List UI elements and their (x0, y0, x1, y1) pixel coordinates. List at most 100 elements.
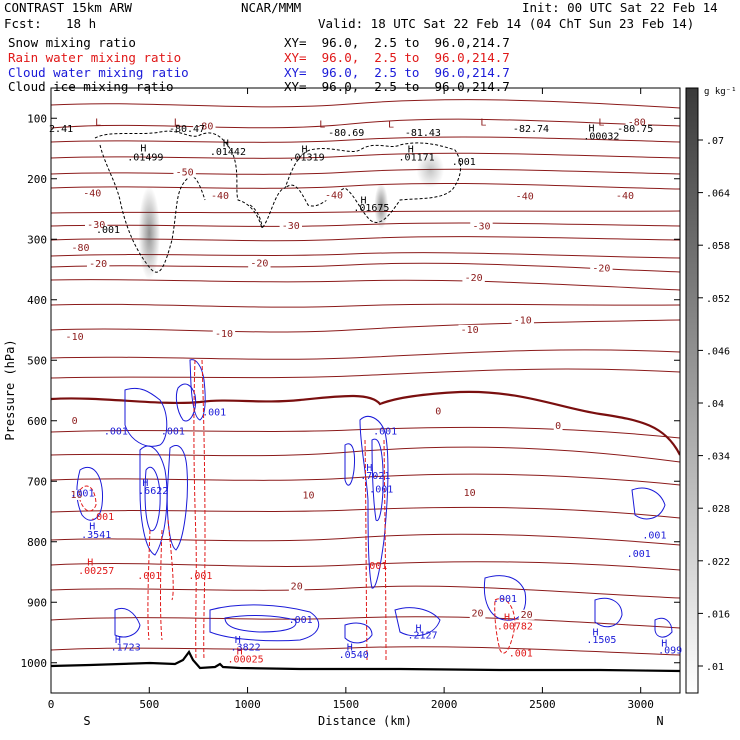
colorbar-tick-label-9: .016 (706, 609, 730, 620)
isotherm-label-bg-5 (208, 191, 232, 202)
y-tick-label-6: 700 (27, 475, 47, 488)
isotherm-label-5: -40 (211, 191, 229, 202)
isotherm-label-9: -30 (87, 220, 105, 231)
high-value-2: .01319 (288, 153, 324, 164)
low-marker-2: L (319, 119, 325, 130)
freezing-line (51, 390, 680, 456)
high-marker-13: H (592, 628, 598, 639)
low-marker-0: L (95, 117, 101, 128)
colorbar-tick-label-7: .028 (706, 504, 730, 515)
contour-label-4: .001 (202, 407, 226, 418)
low-marker-1: L (174, 117, 180, 128)
contour-label-15: .001 (363, 561, 387, 572)
colorbar-tick-label-2: .058 (706, 241, 730, 252)
high-value-12: .2127 (407, 631, 437, 642)
isotherm-label-6: -40 (325, 191, 343, 202)
isotherm-label-8: -40 (616, 191, 634, 202)
isotherm-lines (51, 99, 680, 656)
isotherm-label-28: 20 (521, 610, 533, 621)
x-end-label-north: N (656, 714, 663, 728)
high-value-5: .00032 (583, 131, 619, 142)
colorbar-tick-label-8: .022 (706, 557, 730, 568)
isotherm-label-0: -80 (71, 243, 89, 254)
colorbar-tick-label-10: .01 (706, 662, 724, 673)
high-value-15: .00257 (78, 566, 114, 577)
isotherm-label-4: -40 (83, 189, 101, 200)
contour-label-2: .001 (104, 427, 128, 438)
field-rain-xy: XY= 96.0, 2.5 to 96.0,214.7 (284, 50, 510, 65)
plot-frame (50, 87, 681, 694)
ice-blob-2 (416, 151, 445, 188)
x-tick-label-6: 3000 (627, 698, 654, 711)
isotherm-label-bg-10 (279, 220, 303, 231)
x-tick-label-4: 2000 (431, 698, 458, 711)
colorbar-tick-label-4: .046 (706, 346, 730, 357)
isotherm-label-bg-0 (69, 243, 92, 254)
contour-label-5: .001 (373, 427, 397, 438)
isotherm-label-bg-14 (462, 272, 485, 283)
contour-label-14: .001 (188, 571, 212, 582)
low-value-0: 2.41 (49, 124, 73, 135)
isotherm-label-bg-25 (461, 488, 478, 499)
low-value-3: -81.43 (405, 128, 441, 139)
high-marker-3: H (408, 145, 414, 156)
contour-label-16: .001 (509, 649, 533, 660)
colorbar-tick-label-6: .034 (706, 452, 730, 463)
isotherm-label-16: -10 (66, 332, 84, 343)
y-tick-label-2: 300 (27, 233, 47, 246)
high-marker-7: H (89, 522, 95, 533)
x-tick-label-0: 0 (48, 698, 55, 711)
contour-label-6: .001 (70, 488, 94, 499)
colorbar-tick-label-1: .064 (706, 189, 730, 200)
field-cloudice-label: Cloud ice mixing ratio (8, 79, 174, 94)
isotherm-label-bg-4 (81, 188, 104, 199)
isotherm-label-22: 0 (555, 421, 561, 432)
isotherm-label-bg-23 (68, 489, 85, 500)
high-value-6: .6622 (138, 486, 168, 497)
x-axis-title: Distance (km) (318, 714, 412, 728)
x-tick-label-3: 1500 (333, 698, 360, 711)
high-value-10: .3822 (231, 643, 261, 654)
y-tick-label-0: 100 (27, 112, 47, 125)
isotherm-label-bg-13 (248, 258, 271, 269)
high-value-11: .0540 (339, 650, 369, 661)
high-value-13: .1505 (586, 635, 616, 646)
isotherm-label-14: -20 (465, 273, 483, 284)
field-cloudwater-xy: XY= 96.0, 2.5 to 96.0,214.7 (284, 65, 510, 80)
high-value-16: .00025 (228, 655, 264, 666)
high-value-17: .00782 (497, 621, 533, 632)
isotherm-label-bg-27 (469, 608, 486, 619)
isotherm-label-13: -20 (250, 258, 268, 269)
isotherm-label-bg-8 (613, 191, 637, 202)
isotherm-label-bg-2 (625, 117, 648, 128)
high-value-3: .01171 (399, 153, 435, 164)
y-tick-label-4: 500 (27, 354, 47, 367)
field-rain-label: Rain water mixing ratio (8, 50, 182, 65)
x-end-label-south: S (83, 714, 90, 728)
contour-label-7: .001 (369, 485, 393, 496)
x-tick-label-2: 1000 (234, 698, 261, 711)
cloud-water-contours (76, 359, 673, 644)
rain-water-contours (79, 359, 516, 661)
isotherm-label-bg-21 (433, 406, 443, 417)
valid-time: Valid: 18 UTC Sat 22 Feb 14 (04 ChT Sun … (318, 16, 695, 31)
high-value-4: .01675 (353, 203, 389, 214)
isotherm-label-20: 0 (72, 416, 78, 427)
isotherm-label-bg-12 (86, 258, 110, 269)
isotherm-label-bg-9 (85, 220, 108, 231)
isotherm-label-17: -10 (215, 329, 233, 340)
y-tick-label-7: 800 (27, 536, 47, 549)
isotherm-label-27: 20 (472, 609, 484, 620)
isotherm-label-bg-28 (518, 609, 535, 620)
isotherm-label-1: -80 (195, 122, 213, 133)
isotherm-label-24: 10 (302, 491, 314, 502)
high-marker-4: H (361, 196, 367, 207)
x-tick-label-5: 2500 (529, 698, 556, 711)
y-tick-label-8: 900 (27, 596, 47, 609)
x-tick-label-1: 500 (139, 698, 159, 711)
isotherm-label-12: -20 (89, 259, 107, 270)
contour-label-3: .001 (161, 427, 185, 438)
high-value-8: .7021 (360, 471, 390, 482)
high-value-0: .01499 (127, 153, 163, 164)
